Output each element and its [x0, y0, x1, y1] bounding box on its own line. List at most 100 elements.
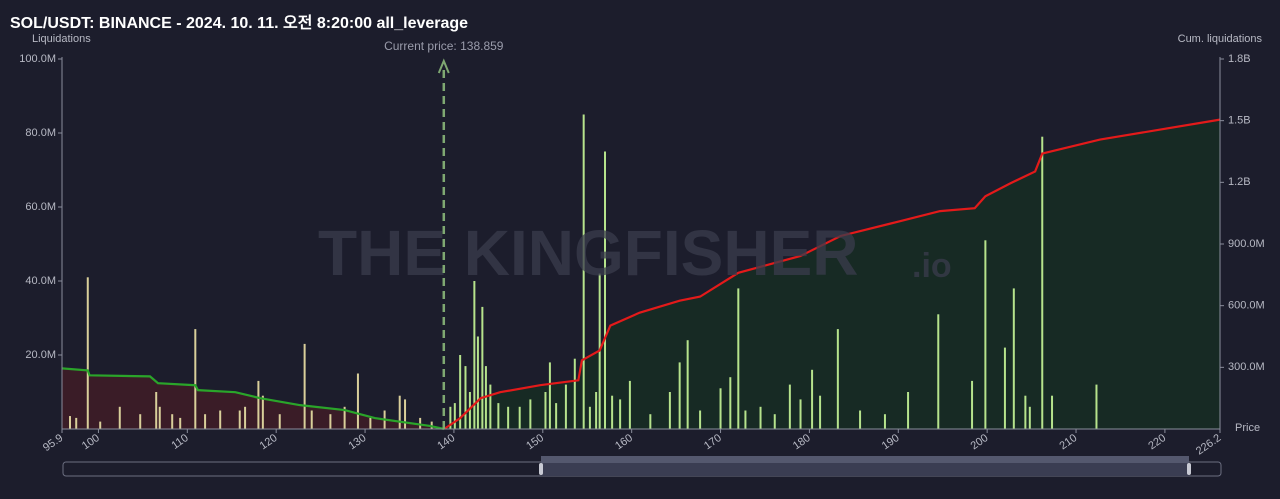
- bar: [118, 406, 121, 429]
- area-fill: [444, 119, 1220, 429]
- range-slider[interactable]: [62, 456, 1222, 477]
- bar: [737, 288, 740, 429]
- bar: [261, 395, 264, 429]
- bar: [678, 362, 681, 429]
- bar: [310, 410, 313, 429]
- bar: [329, 414, 332, 429]
- bar: [238, 410, 241, 429]
- bar: [604, 151, 607, 429]
- bar: [139, 414, 142, 429]
- bar: [158, 406, 161, 429]
- bar: [453, 403, 456, 429]
- y-tick-label: 20.0M: [25, 349, 56, 361]
- y-tick-label: 100.0M: [19, 53, 56, 65]
- slider-handle[interactable]: [539, 463, 543, 475]
- x-axis-label: Price: [1235, 422, 1260, 434]
- current-price-arrow: [437, 58, 450, 74]
- bar: [573, 358, 576, 429]
- bar: [907, 392, 910, 429]
- bar: [497, 403, 500, 429]
- bar: [244, 406, 247, 429]
- chart-title: SOL/USDT: BINANCE - 2024. 10. 11. 오전 8:2…: [10, 14, 468, 32]
- slider-bar[interactable]: [541, 456, 1189, 463]
- bar: [219, 410, 222, 429]
- bar: [564, 384, 567, 429]
- cumulative-line: [443, 118, 1221, 430]
- y-tick-label: 60.0M: [25, 201, 56, 213]
- bar: [649, 414, 652, 429]
- bar: [699, 410, 702, 429]
- y2-tick-label: 1.2B: [1228, 176, 1251, 188]
- bar: [588, 406, 591, 429]
- bar: [468, 392, 471, 429]
- bar: [155, 392, 158, 429]
- bar: [628, 380, 631, 429]
- bar: [278, 414, 281, 429]
- bar: [811, 369, 814, 429]
- bar: [595, 392, 598, 429]
- bar: [489, 384, 492, 429]
- bar: [518, 406, 521, 429]
- bar: [937, 314, 940, 429]
- bar: [1028, 406, 1031, 429]
- y2-tick-label: 600.0M: [1228, 300, 1265, 312]
- bar: [719, 388, 722, 429]
- bar: [449, 406, 452, 429]
- bar: [859, 410, 862, 429]
- y2-tick-label: 900.0M: [1228, 238, 1265, 250]
- bar: [171, 414, 174, 429]
- bar: [473, 281, 476, 429]
- bar: [759, 406, 762, 429]
- bar: [194, 329, 197, 429]
- bar: [1095, 384, 1098, 429]
- bar: [343, 406, 346, 429]
- bar: [611, 395, 614, 429]
- y2-tick-label: 1.5B: [1228, 115, 1251, 127]
- bar: [507, 406, 510, 429]
- bar: [204, 414, 207, 429]
- bar: [984, 240, 987, 429]
- bar: [729, 377, 732, 429]
- bar: [86, 277, 89, 429]
- slider-handle[interactable]: [1187, 463, 1191, 475]
- bar: [369, 417, 372, 429]
- bar: [404, 399, 407, 429]
- bar: [773, 414, 776, 429]
- bar: [744, 410, 747, 429]
- bar: [686, 340, 689, 429]
- bar: [555, 403, 558, 429]
- bar: [179, 417, 182, 429]
- bar: [398, 395, 401, 429]
- cumulative-line: [61, 367, 445, 431]
- watermark: THE KINGFISHER .io: [318, 217, 952, 289]
- bar: [459, 355, 462, 429]
- plot-layer: [61, 114, 1221, 431]
- bar: [548, 362, 551, 429]
- bar: [619, 399, 622, 429]
- y-tick-label: 40.0M: [25, 275, 56, 287]
- y2-axis-label: Cum. liquidations: [1178, 33, 1263, 45]
- watermark-suffix: .io: [912, 247, 952, 285]
- bar: [1041, 136, 1044, 429]
- watermark-text: THE KINGFISHER: [318, 217, 858, 289]
- bar: [99, 421, 102, 429]
- slider-window[interactable]: [541, 463, 1189, 476]
- bar: [1024, 395, 1027, 429]
- bar: [529, 399, 532, 429]
- bar: [668, 392, 671, 429]
- bar: [819, 395, 822, 429]
- bar: [75, 417, 78, 429]
- y2-tick-label: 300.0M: [1228, 361, 1265, 373]
- bar: [582, 114, 585, 429]
- bar: [303, 343, 306, 429]
- bar: [476, 336, 479, 429]
- bar: [788, 384, 791, 429]
- bar: [799, 399, 802, 429]
- bar: [836, 329, 839, 429]
- y-axis-label: Liquidations: [32, 33, 91, 45]
- bar: [68, 416, 71, 429]
- bar: [257, 380, 260, 429]
- bar: [1012, 288, 1015, 429]
- bar: [464, 366, 467, 429]
